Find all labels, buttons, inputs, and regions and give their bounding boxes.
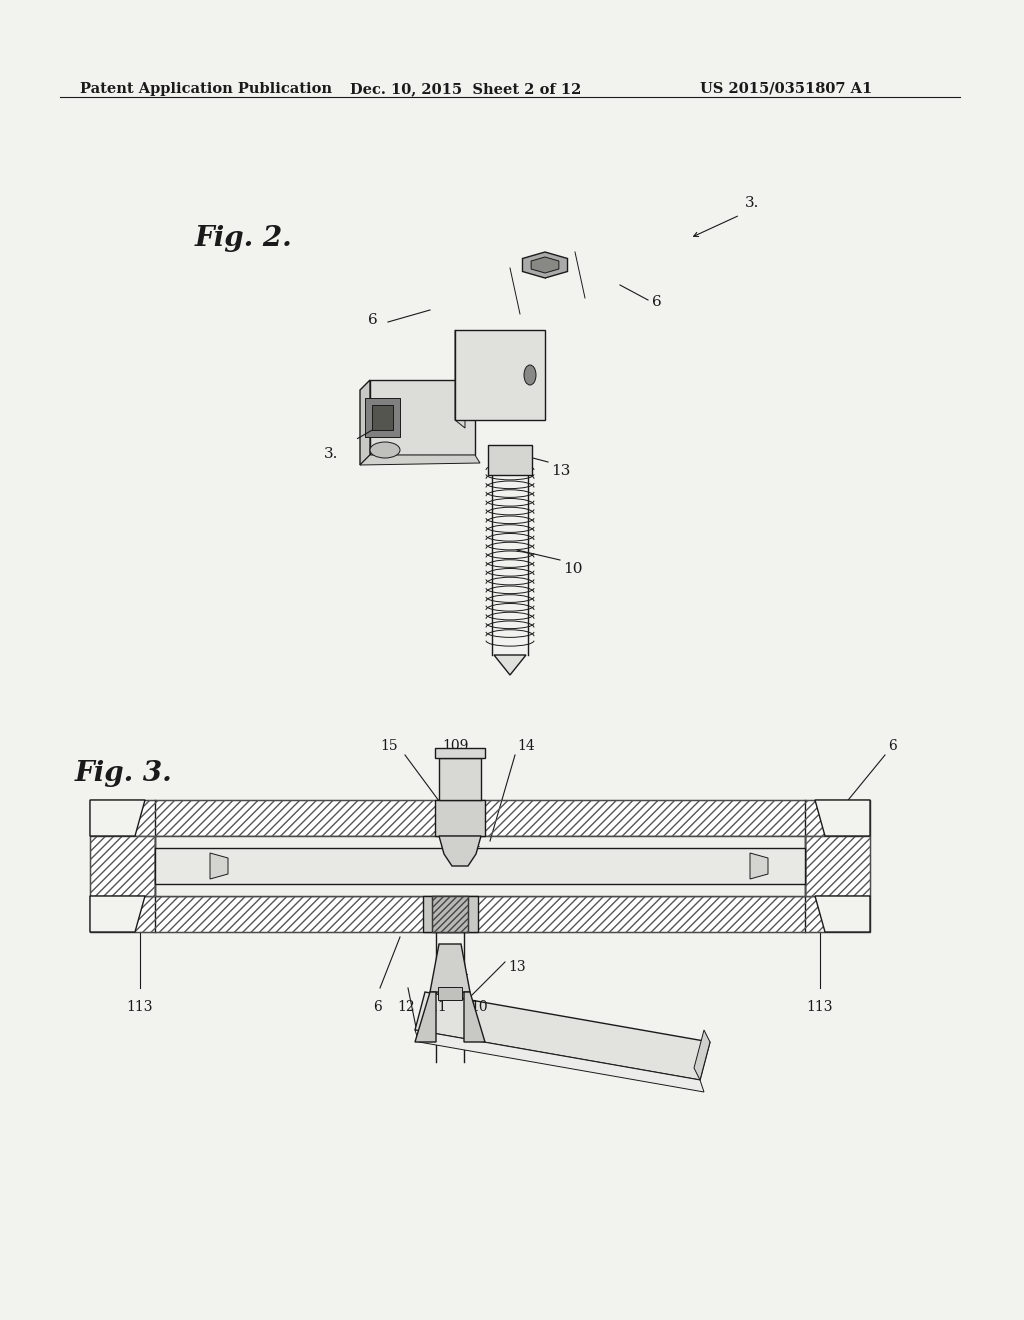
Polygon shape [439,836,481,866]
Polygon shape [438,987,462,1001]
FancyBboxPatch shape [805,836,870,896]
Text: 13: 13 [508,960,525,974]
Ellipse shape [370,442,400,458]
Polygon shape [694,1030,710,1080]
FancyBboxPatch shape [90,800,870,836]
Text: Dec. 10, 2015  Sheet 2 of 12: Dec. 10, 2015 Sheet 2 of 12 [350,82,582,96]
Text: 3.: 3. [745,195,760,210]
Text: 109: 109 [442,739,468,752]
Text: 10: 10 [563,562,583,576]
Polygon shape [415,993,436,1041]
Text: 113: 113 [127,1001,154,1014]
FancyBboxPatch shape [488,445,532,475]
Polygon shape [455,330,545,420]
Text: Fig. 3.: Fig. 3. [75,760,173,787]
Polygon shape [815,800,870,836]
Polygon shape [815,896,870,932]
FancyBboxPatch shape [423,896,478,932]
Polygon shape [464,993,485,1041]
Ellipse shape [524,366,536,385]
Text: 14: 14 [517,739,535,752]
Text: Patent Application Publication: Patent Application Publication [80,82,332,96]
Polygon shape [415,993,710,1080]
Polygon shape [90,896,145,932]
Polygon shape [360,380,370,465]
Text: 15: 15 [380,739,398,752]
Text: US 2015/0351807 A1: US 2015/0351807 A1 [700,82,872,96]
Polygon shape [430,944,470,993]
Polygon shape [415,1030,705,1092]
Text: 3.: 3. [324,447,338,461]
FancyBboxPatch shape [435,800,485,836]
Polygon shape [210,853,228,879]
Text: 113: 113 [807,1001,834,1014]
FancyBboxPatch shape [435,748,485,758]
Polygon shape [494,655,526,675]
Polygon shape [455,330,465,428]
Text: 6: 6 [374,1001,382,1014]
FancyBboxPatch shape [439,758,481,800]
Polygon shape [522,252,567,279]
Text: 13: 13 [551,465,570,478]
Polygon shape [365,399,400,437]
Polygon shape [360,455,480,465]
Polygon shape [90,800,145,836]
Text: 11: 11 [429,1001,446,1014]
FancyBboxPatch shape [155,847,805,884]
Polygon shape [531,257,559,273]
FancyBboxPatch shape [90,836,155,896]
FancyBboxPatch shape [155,836,805,896]
Text: 12: 12 [397,1001,415,1014]
FancyBboxPatch shape [90,896,870,932]
Polygon shape [370,380,475,455]
Text: Fig. 2.: Fig. 2. [195,224,293,252]
Text: 6: 6 [369,313,378,327]
Text: 6: 6 [888,739,897,752]
Text: 6: 6 [652,294,662,309]
Polygon shape [750,853,768,879]
Polygon shape [432,896,468,932]
Polygon shape [372,405,393,430]
Text: 10: 10 [470,1001,487,1014]
